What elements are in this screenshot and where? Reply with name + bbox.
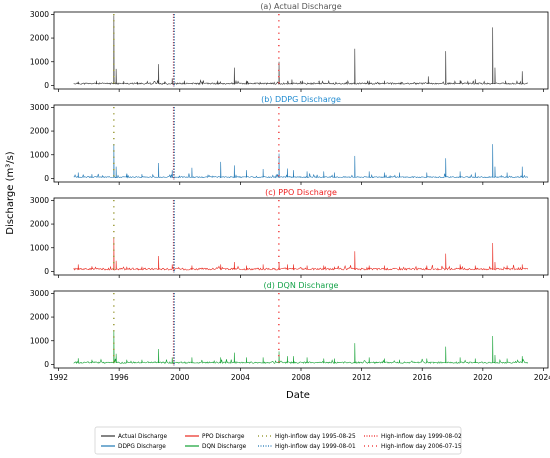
panel-frame-4 — [53, 290, 549, 369]
x-tick-label: 2008 — [291, 373, 310, 382]
x-tick-labels: 1992 1996 2000 2004 2008 2012 2016 2020 2024 — [49, 373, 550, 382]
panel-frame-2 — [53, 104, 549, 183]
legend-ppo-label: PPO Discharge — [202, 434, 245, 440]
series-line-3 — [73, 238, 529, 271]
x-tick-label: 2012 — [352, 373, 371, 382]
x-tick-label: 2000 — [170, 373, 189, 382]
y-tick-label: 2000 — [30, 127, 49, 136]
panel-1: 0 1000 2000 3000 (a) Actual Discharge — [30, 2, 549, 92]
y-tick-label: 3000 — [30, 289, 49, 298]
panel-frame-3 — [53, 197, 549, 276]
legend-ddpg-label: DDPG Discharge — [118, 444, 166, 450]
panel-3: 0 1000 2000 3000 (c) PPO Discharge — [30, 188, 549, 278]
y-tick-label: 0 — [44, 174, 49, 183]
panel-frame-1 — [53, 11, 549, 90]
y-tick-label: 0 — [44, 267, 49, 276]
y-tick-label: 3000 — [30, 103, 49, 112]
panel-4: 0 1000 2000 3000 (d) DQN Discharge — [30, 281, 549, 371]
y-tick-label: 0 — [44, 81, 49, 90]
legend-actual-label: Actual Discharge — [118, 434, 167, 440]
y-tick-label: 3000 — [30, 196, 49, 205]
legend-hid4-label: High-inflow day 2006-07-15 — [381, 444, 462, 450]
x-tick-label: 1992 — [49, 373, 68, 382]
y-tick-label: 1000 — [30, 57, 49, 66]
panel-title-1: (a) Actual Discharge — [260, 2, 341, 11]
x-axis-label: Date — [286, 390, 310, 401]
y-tick-label: 1000 — [30, 150, 49, 159]
series-line-1 — [73, 15, 528, 86]
x-tick-label: 2004 — [231, 373, 250, 382]
legend-hid1-label: High-inflow day 1995-08-25 — [275, 434, 356, 440]
panel-2: 0 1000 2000 3000 (b) DDPG Discharge — [30, 95, 549, 185]
y-axis-label: Discharge (m³/s) — [5, 151, 16, 234]
x-tick-label: 2024 — [534, 373, 550, 382]
panel-title-4: (d) DQN Discharge — [264, 281, 339, 290]
y-tick-label: 2000 — [30, 220, 49, 229]
y-tick-label: 3000 — [30, 10, 49, 19]
y-tick-label: 2000 — [30, 313, 49, 322]
legend-box — [94, 426, 462, 455]
x-tick-label: 2016 — [413, 373, 432, 382]
panels-group: 0 1000 2000 3000 (a) Actual Discharge 0 1000 20… — [30, 2, 549, 371]
y-tick-label: 1000 — [30, 243, 49, 252]
y-tick-label: 0 — [44, 360, 49, 369]
x-tick-label: 1996 — [110, 373, 129, 382]
series-line-2 — [73, 144, 529, 179]
legend: Actual Discharge DDPG Discharge PPO Disc… — [94, 426, 462, 455]
legend-hid2-label: High-inflow day 1999-08-01 — [275, 444, 356, 450]
legend-hid3-label: High-inflow day 1999-08-02 — [381, 434, 462, 440]
y-tick-label: 1000 — [30, 336, 49, 345]
y-tick-label: 2000 — [30, 34, 49, 43]
series-line-4 — [73, 330, 529, 365]
x-tick-label: 2020 — [473, 373, 492, 382]
legend-dqn-label: DQN Discharge — [202, 444, 247, 450]
panel-title-3: (c) PPO Discharge — [265, 188, 337, 197]
panel-title-2: (b) DDPG Discharge — [261, 95, 341, 104]
